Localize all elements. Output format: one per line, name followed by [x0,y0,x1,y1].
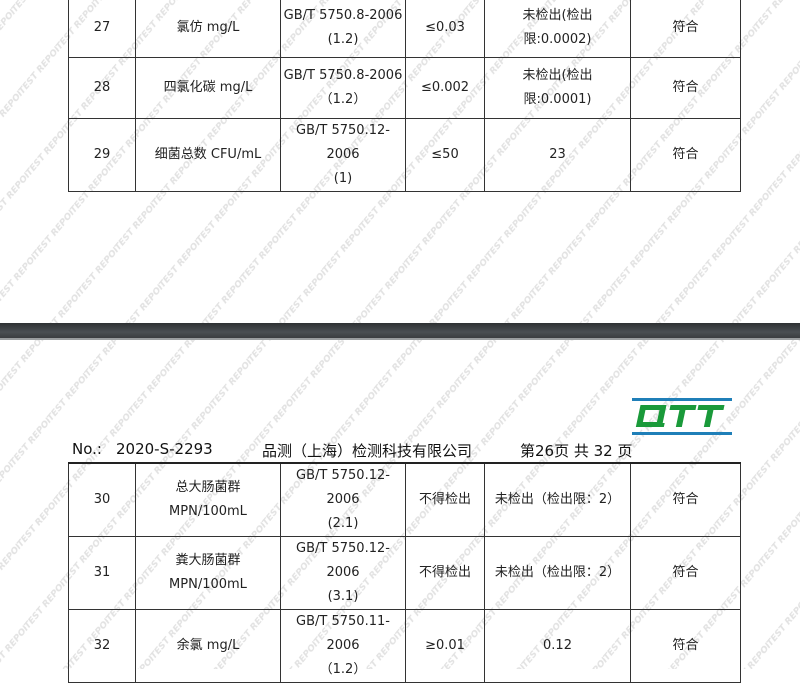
standard-limit: ≤0.03 [405,0,485,58]
report-no-label: No.: [72,440,102,458]
test-result-line: 23 [549,147,566,162]
verdict: 符合 [630,462,741,537]
item-number: 32 [68,609,136,683]
test-method-line: GB/T 5750.8-2006 [283,68,403,83]
test-result-line: 未检出（检出限：2） [494,492,621,507]
test-method: GB/T 5750.8-2006 (1.2) [280,0,406,58]
test-result: 23 [484,118,631,192]
test-method: GB/T 5750.8-2006 （1.2） [280,57,406,119]
table-row: 28 四氯化碳 mg/L GB/T 5750.8-2006 （1.2） ≤0.002 未检… [68,57,741,119]
test-item-line: 粪大肠菌群 [175,553,241,568]
test-result: 0.12 [484,609,631,683]
test-result-line: 未检出(检出 [522,68,593,83]
results-table-bottom: 30 总大肠菌群 MPN/100mL GB/T 5750.12-2006 (2.1) 不得… [68,462,741,683]
verdict: 符合 [630,0,741,58]
report-no: 2020-S-2293 [116,440,213,458]
test-item-line: 余氯 mg/L [176,638,240,653]
test-item-line: MPN/100mL [169,504,247,519]
test-method: GB/T 5750.12-2006 (3.1) [280,536,406,610]
results-table-top: 27 氯仿 mg/L GB/T 5750.8-2006 (1.2) ≤0.03 未检出(检… [68,0,741,192]
page-separator [0,323,800,340]
table-row: 29 细菌总数 CFU/mL GB/T 5750.12-2006 (1) ≤50 23 符合 [68,118,741,192]
test-method-line: GB/T 5750.11-2006 [296,614,390,653]
test-result-line: 未检出(检出 [522,8,593,23]
test-item: 细菌总数 CFU/mL [135,118,281,192]
verdict: 符合 [630,57,741,119]
test-method: GB/T 5750.12-2006 (1) [280,118,406,192]
test-method-line: GB/T 5750.12-2006 [296,468,390,507]
test-method-line: (1.2) [327,32,359,47]
test-result-line: 0.12 [543,638,572,653]
test-result: 未检出(检出 限:0.0002) [484,0,631,58]
test-method-line: GB/T 5750.12-2006 [296,123,390,162]
table-row: 30 总大肠菌群 MPN/100mL GB/T 5750.12-2006 (2.1) 不得… [68,462,741,537]
test-item: 余氯 mg/L [135,609,281,683]
test-method-line: (2.1) [327,516,359,531]
verdict: 符合 [630,536,741,610]
test-item: 四氯化碳 mg/L [135,57,281,119]
standard-limit: 不得检出 [405,462,485,537]
test-item-line: 总大肠菌群 [175,480,241,495]
standard-limit: ≥0.01 [405,609,485,683]
test-item: 粪大肠菌群 MPN/100mL [135,536,281,610]
standard-limit: ≤50 [405,118,485,192]
item-number: 30 [68,462,136,537]
page-info: 第26页 共 32 页 [520,442,633,460]
test-method-line: GB/T 5750.8-2006 [283,8,403,23]
test-result: 未检出(检出 限:0.0001) [484,57,631,119]
test-method-line: （1.2） [319,92,367,107]
table-row: 31 粪大肠菌群 MPN/100mL GB/T 5750.12-2006 (3.1) 不得… [68,536,741,610]
company-name: 品测（上海）检测科技有限公司 [262,442,473,460]
item-number: 31 [68,536,136,610]
table-row: 32 余氯 mg/L GB/T 5750.11-2006 （1.2） ≥0.01 0.12… [68,609,741,683]
standard-limit: 不得检出 [405,536,485,610]
qtt-logo [632,398,732,435]
test-method: GB/T 5750.11-2006 （1.2） [280,609,406,683]
test-result: 未检出（检出限：2） [484,462,631,537]
test-result-line: 限:0.0002) [523,32,592,47]
table-row: 27 氯仿 mg/L GB/T 5750.8-2006 (1.2) ≤0.03 未检出(检… [68,0,741,58]
test-item: 总大肠菌群 MPN/100mL [135,462,281,537]
test-method-line: (1) [333,171,353,186]
verdict: 符合 [630,118,741,192]
test-method-line: （1.2） [319,662,367,677]
test-method-line: GB/T 5750.12-2006 [296,541,390,580]
test-method-line: (3.1) [327,589,359,604]
test-item: 氯仿 mg/L [135,0,281,58]
verdict: 符合 [630,609,741,683]
item-number: 29 [68,118,136,192]
test-item-line: MPN/100mL [169,577,247,592]
item-number: 27 [68,0,136,58]
item-number: 28 [68,57,136,119]
test-method: GB/T 5750.12-2006 (2.1) [280,462,406,537]
test-result-line: 未检出（检出限：2） [494,565,621,580]
test-result: 未检出（检出限：2） [484,536,631,610]
test-result-line: 限:0.0001) [523,92,592,107]
standard-limit: ≤0.002 [405,57,485,119]
